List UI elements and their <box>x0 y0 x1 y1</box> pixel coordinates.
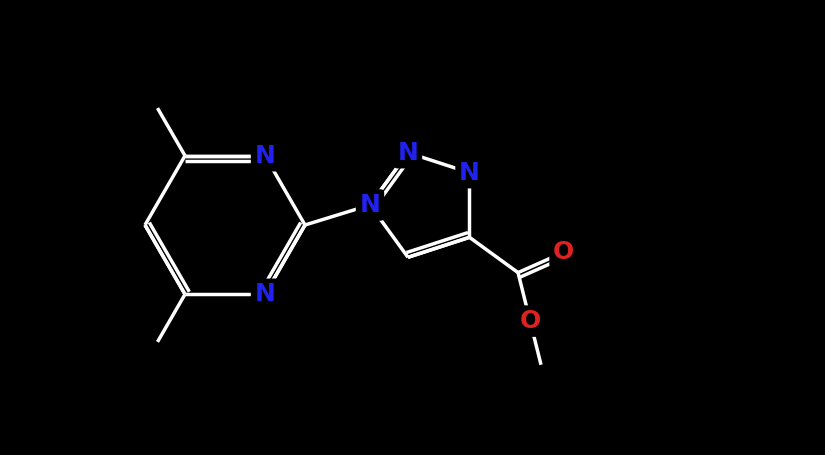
Text: N: N <box>255 144 276 168</box>
Text: N: N <box>255 282 276 306</box>
Text: N: N <box>398 141 418 165</box>
Text: O: O <box>553 240 574 264</box>
Text: N: N <box>360 193 380 217</box>
Text: O: O <box>520 309 540 333</box>
Text: N: N <box>459 161 480 185</box>
